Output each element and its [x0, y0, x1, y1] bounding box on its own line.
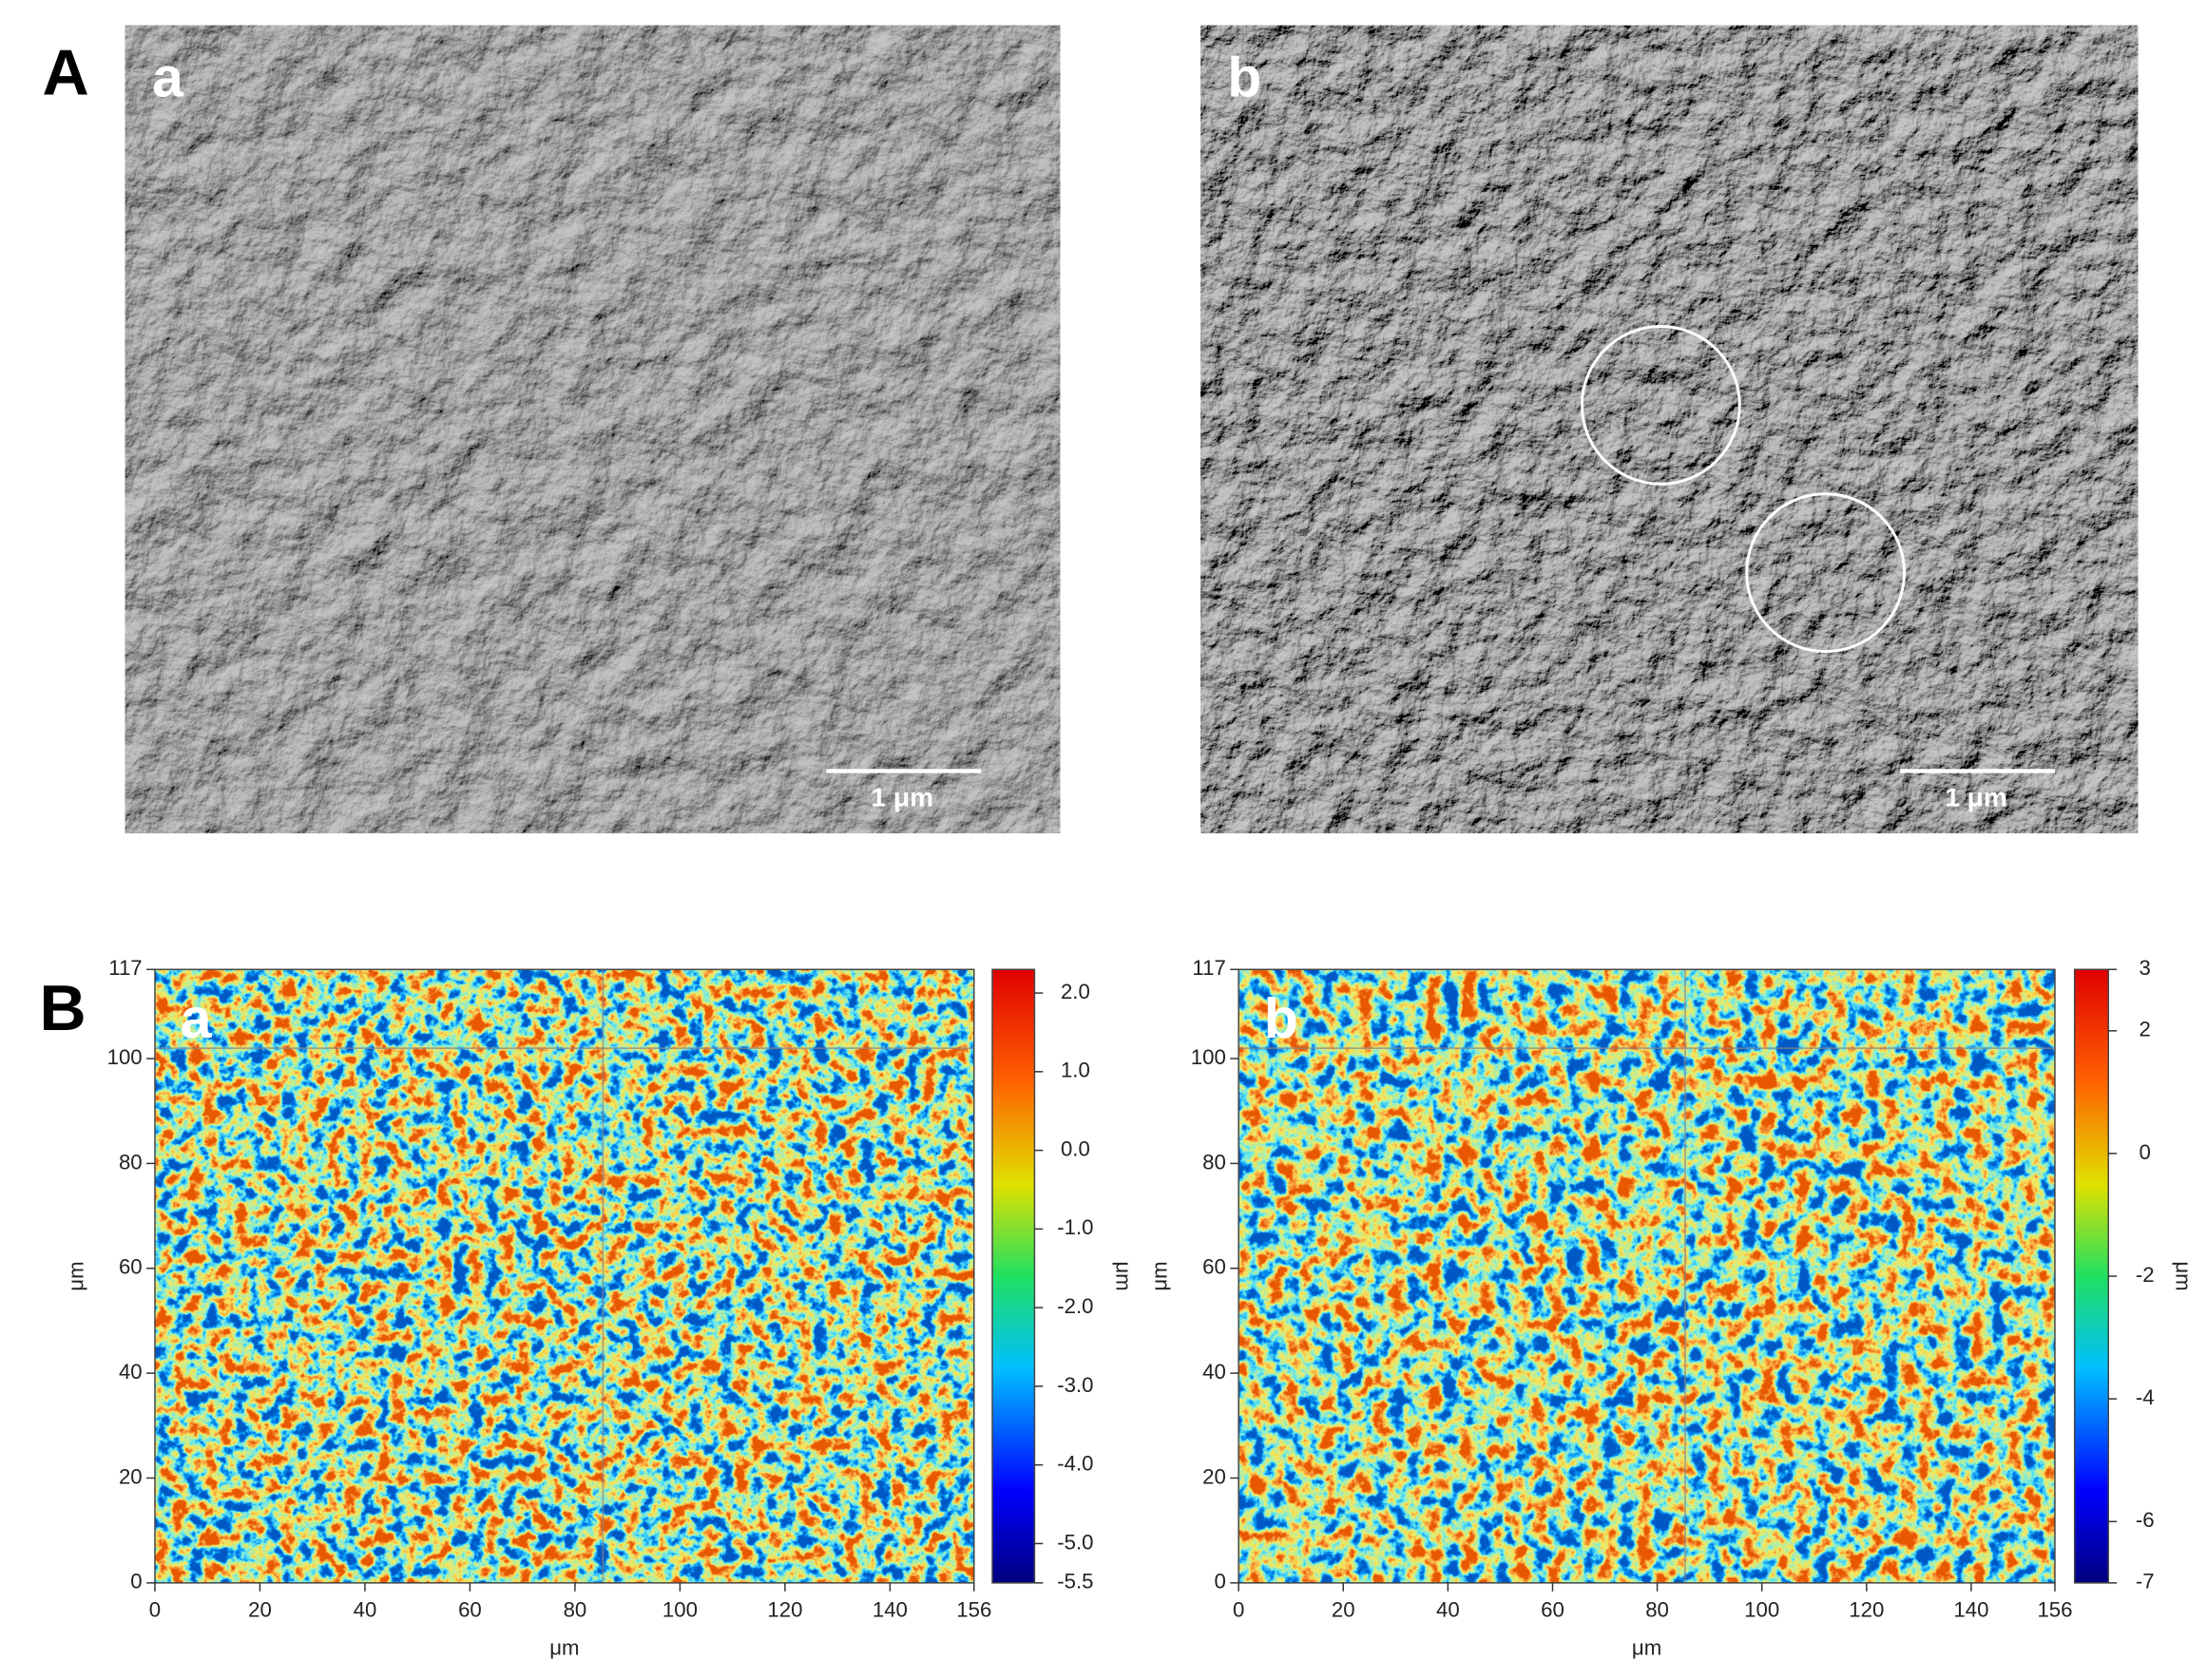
x-tick-label: 140 [1953, 1597, 1988, 1621]
x-axis-label: μm [1632, 1635, 1661, 1659]
map-label: b [1264, 986, 1298, 1050]
colorbar-tick-label: -3.0 [1057, 1373, 1093, 1397]
scale-bar-label: 1 μm [871, 782, 933, 811]
y-tick-label: 0 [1214, 1570, 1225, 1594]
y-tick-label: 40 [119, 1360, 143, 1384]
y-tick-label: 80 [119, 1150, 143, 1174]
colorbar-tick-label: 0 [2140, 1140, 2151, 1164]
colorbar-tick-label: -1.0 [1057, 1215, 1093, 1239]
scale-bar-label: 1 μm [1945, 782, 2007, 811]
image-label: a [152, 46, 184, 109]
colorbar-tick-label: -4 [2136, 1385, 2155, 1409]
colorbar-tick-label: -6 [2136, 1508, 2155, 1532]
highlight-circle [1745, 492, 1907, 654]
colorbar-tick-label: 2.0 [1061, 980, 1090, 1003]
colorbar-tick-label: -7 [2136, 1570, 2155, 1594]
x-tick-label: 120 [1849, 1597, 1884, 1621]
x-tick-label: 120 [767, 1597, 802, 1621]
x-tick-label: 40 [1436, 1597, 1460, 1621]
plot-frame [154, 968, 975, 1584]
y-axis-label: μm [1148, 1261, 1172, 1290]
panel-label: A [43, 36, 89, 108]
colorbar-tick-label: 1.0 [1061, 1059, 1090, 1082]
x-tick-label: 20 [248, 1597, 272, 1621]
y-tick-label: 100 [1191, 1045, 1226, 1069]
y-tick-label: 60 [119, 1255, 143, 1279]
y-tick-label: 0 [130, 1570, 142, 1594]
colorbar-label: μm [2171, 1261, 2195, 1290]
height-map-texture [1238, 969, 2055, 1583]
plot-frame [1238, 968, 2056, 1584]
x-tick-label: 40 [354, 1597, 377, 1621]
y-tick-label: 80 [1202, 1150, 1226, 1174]
colorbar-tick-label: 0.0 [1061, 1136, 1090, 1160]
colorbar-tick-label: -2.0 [1057, 1294, 1093, 1318]
highlight-circle [1580, 325, 1741, 486]
x-axis-label: μm [549, 1635, 579, 1659]
y-tick-label: 60 [1202, 1255, 1226, 1279]
image-label: b [1227, 46, 1261, 109]
y-tick-label: 117 [1192, 956, 1225, 980]
x-tick-label: 100 [662, 1597, 698, 1621]
x-tick-label: 0 [149, 1597, 161, 1621]
colorbar-tick-label: -5.0 [1057, 1530, 1093, 1554]
colorbar-tick-label: -2 [2136, 1263, 2155, 1287]
panel-label: B [40, 972, 86, 1044]
colorbar [2073, 968, 2109, 1584]
x-tick-label: 60 [458, 1597, 482, 1621]
sem-texture [1200, 25, 2139, 833]
colorbar-tick-label: -4.0 [1057, 1452, 1093, 1476]
y-tick-label: 117 [108, 956, 142, 980]
x-tick-label: 60 [1541, 1597, 1564, 1621]
colorbar [991, 968, 1036, 1584]
colorbar-tick-label: 2 [2140, 1018, 2151, 1041]
colorbar-tick-label: 3 [2140, 956, 2151, 980]
x-tick-label: 156 [956, 1597, 991, 1621]
x-tick-label: 100 [1744, 1597, 1779, 1621]
y-tick-label: 100 [107, 1045, 143, 1069]
y-tick-label: 40 [1202, 1360, 1226, 1384]
y-tick-label: 20 [1202, 1464, 1226, 1488]
x-tick-label: 80 [1645, 1597, 1669, 1621]
sem-texture [125, 25, 1061, 833]
map-label: a [181, 986, 213, 1050]
colorbar-tick-label: -5.5 [1057, 1570, 1093, 1594]
x-tick-label: 0 [1233, 1597, 1244, 1621]
y-tick-label: 20 [119, 1464, 143, 1488]
y-axis-label: μm [64, 1261, 87, 1290]
x-tick-label: 80 [564, 1597, 587, 1621]
x-tick-label: 140 [873, 1597, 908, 1621]
x-tick-label: 156 [2037, 1597, 2072, 1621]
x-tick-label: 20 [1332, 1597, 1355, 1621]
colorbar-label: μm [1111, 1261, 1135, 1290]
height-map-texture [154, 969, 974, 1583]
